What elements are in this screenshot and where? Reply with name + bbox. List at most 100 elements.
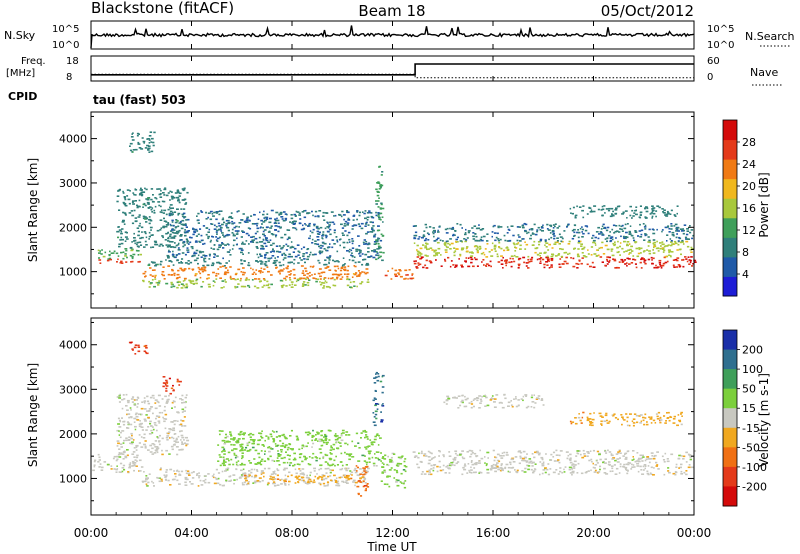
power-colorbar-tick-5: 24 — [742, 158, 756, 171]
velocity-colorbar-segment-1 — [723, 349, 737, 370]
power-y-axis: 1000 2000 3000 4000 — [59, 115, 694, 295]
velocity-feature-5 — [243, 474, 367, 485]
velocity-colorbar-tick-7: -200 — [742, 480, 767, 493]
velocity-colorbar-segment-0 — [723, 330, 737, 351]
velocity-colorbar-segment-2 — [723, 369, 737, 390]
power-feature-13 — [569, 205, 679, 219]
velocity-colorbar-segment-7 — [723, 466, 737, 487]
power-colorbar-segment-3 — [723, 217, 737, 238]
velocity-ytick-1: 2000 — [59, 428, 87, 441]
velocity-ytick-0: 1000 — [59, 472, 87, 485]
power-colorbar-segment-7 — [723, 139, 737, 160]
time-tick-0: 00:00 — [74, 526, 109, 540]
time-tick-4: 16:00 — [476, 526, 511, 540]
noise-line — [90, 25, 694, 49]
time-axis-label: Time UT — [366, 540, 417, 554]
velocity-heatmap — [92, 341, 697, 497]
velocity-colorbar-tick-1: 100 — [742, 363, 763, 376]
velocity-colorbar-tick-3: 15 — [742, 402, 756, 415]
time-tick-1: 04:00 — [174, 526, 209, 540]
velocity-colorbar-tick-0: 200 — [742, 344, 763, 357]
freq-left-tick-high: 18 — [66, 56, 79, 67]
power-ylabel: Slant Range [km] — [26, 158, 40, 262]
power-ytick-2: 3000 — [59, 177, 87, 190]
freq-left-tick-low: 8 — [66, 72, 72, 83]
power-feature-6 — [142, 278, 370, 289]
velocity-colorbar-segment-3 — [723, 388, 737, 409]
power-feature-12 — [412, 222, 695, 243]
velocity-feature-3 — [116, 393, 190, 456]
velocity-ytick-3: 4000 — [59, 339, 87, 352]
power-colorbar-segment-1 — [723, 256, 737, 277]
power-ytick-0: 1000 — [59, 266, 87, 279]
freq-panel: Freq. [MHz] 18 8 60 0 Nave — [6, 55, 782, 86]
velocity-y-axis: 1000 2000 3000 4000 — [59, 321, 694, 502]
power-colorbar-segment-8 — [723, 120, 737, 141]
velocity-feature-9 — [380, 452, 408, 489]
power-feature-1 — [98, 258, 141, 264]
power-colorbar-segment-4 — [723, 198, 737, 219]
time-tick-6: 00:00 — [677, 526, 712, 540]
beam-title: Beam 18 — [358, 2, 425, 20]
velocity-colorbar: 200 100 50 15 -15 -50 -100 -200 — [722, 329, 767, 507]
power-colorbar-tick-2: 12 — [742, 224, 756, 237]
velocity-ylabel: Slant Range [km] — [26, 363, 40, 467]
velocity-feature-7 — [355, 465, 370, 497]
power-colorbar-label: Power [dB] — [757, 172, 771, 237]
power-ytick-3: 4000 — [59, 133, 87, 146]
velocity-colorbar-label: Velocity [m s-1] — [757, 373, 771, 467]
velocity-ytick-2: 3000 — [59, 383, 87, 396]
noise-trace — [90, 25, 694, 49]
velocity-feature-0 — [92, 453, 144, 474]
noise-left-tick-high: 10^5 — [52, 24, 79, 35]
power-colorbar-tick-1: 8 — [742, 246, 749, 259]
velocity-feature-4 — [141, 467, 370, 487]
power-colorbar-tick-3: 16 — [742, 202, 756, 215]
power-colorbar-segment-0 — [723, 276, 737, 297]
freq-right-tick-high: 60 — [707, 56, 720, 67]
power-colorbar-tick-4: 20 — [742, 180, 756, 193]
velocity-feature-2 — [162, 376, 182, 395]
power-colorbar-segment-6 — [723, 159, 737, 180]
freq-unit-label: [MHz] — [6, 68, 35, 79]
nsearch-label: N.Search — [745, 30, 795, 43]
velocity-colorbar-tick-4: -15 — [742, 422, 760, 435]
velocity-feature-1 — [128, 341, 149, 355]
velocity-colorbar-segment-4 — [723, 408, 737, 429]
velocity-feature-6 — [217, 429, 382, 467]
power-feature-7 — [166, 209, 383, 260]
power-feature-0 — [97, 248, 142, 260]
cpid-label: CPID — [8, 90, 37, 103]
velocity-feature-12 — [569, 411, 683, 427]
power-feature-4 — [142, 265, 369, 280]
power-feature-9 — [384, 267, 415, 280]
velocity-colorbar-segment-6 — [723, 447, 737, 468]
noise-right-tick-high: 10^5 — [707, 24, 734, 35]
power-panel: 1000 2000 3000 4000 Slant Range [km] 4 8 12 16… — [26, 111, 771, 309]
freq-series-line — [91, 63, 694, 76]
power-feature-5 — [147, 258, 370, 267]
power-feature-11 — [413, 240, 694, 258]
station-title: Blackstone (fitACF) — [91, 0, 234, 17]
velocity-colorbar-tick-6: -100 — [742, 461, 767, 474]
velocity-colorbar-segment-8 — [723, 486, 737, 507]
power-colorbar: 4 8 12 16 20 24 28 — [722, 119, 756, 297]
time-tick-2: 08:00 — [275, 526, 310, 540]
power-feature-10 — [413, 256, 697, 269]
power-heatmap — [97, 131, 697, 289]
freq-right-tick-low: 0 — [707, 72, 713, 83]
date-title: 05/Oct/2012 — [601, 2, 694, 20]
power-feature-8 — [375, 165, 385, 262]
velocity-colorbar-tick-5: -50 — [742, 441, 760, 454]
time-tick-5: 20:00 — [576, 526, 611, 540]
power-colorbar-segment-2 — [723, 237, 737, 258]
time-tick-3: 12:00 — [375, 526, 410, 540]
nave-series-line — [91, 73, 694, 79]
velocity-colorbar-segment-5 — [723, 427, 737, 448]
nsky-label: N.Sky — [4, 29, 36, 42]
noise-panel: N.Sky 10^5 10^0 10^5 10^0 N.Search — [4, 20, 795, 51]
velocity-panel: 1000 2000 3000 4000 Slant Range [km] 200 100… — [26, 317, 771, 516]
cpid-value: tau (fast) 503 — [93, 93, 186, 107]
velocity-colorbar-tick-2: 50 — [742, 383, 756, 396]
nave-label: Nave — [750, 66, 778, 79]
